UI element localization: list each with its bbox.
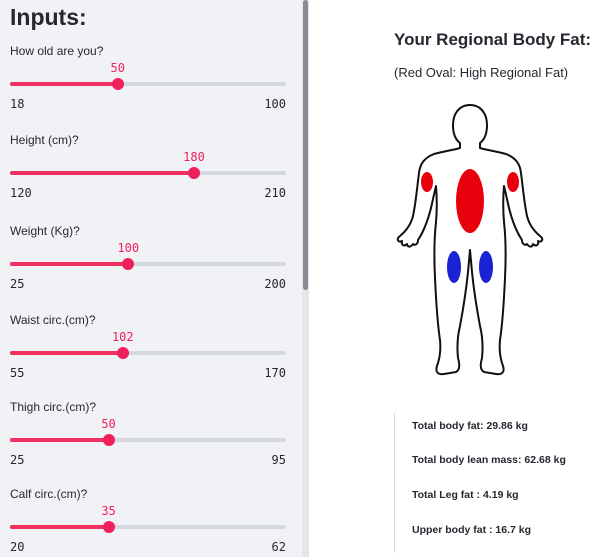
right-thigh-fat-oval [447,251,461,283]
slider-fill [10,351,123,355]
slider-value: 180 [183,150,205,164]
slider-thumb[interactable] [102,434,115,446]
slider-min: 55 [10,366,25,380]
slider-min: 20 [10,540,25,554]
slider-fill [10,82,118,86]
age-slider[interactable]: How old are you? 50 18 100 [10,44,288,124]
sidebar: Inputs: How old are you? 50 18 100 Heigh… [0,0,302,557]
slider-min: 25 [10,453,25,467]
human-body-silhouette-icon [396,104,544,376]
slider-max: 95 [271,453,286,467]
slider-label: Height (cm)? [10,133,79,147]
slider-label: How old are you? [10,44,104,58]
slider-thumb[interactable] [116,347,129,359]
page-title: Your Regional Body Fat: [394,30,592,49]
slider-thumb[interactable] [122,258,135,270]
slider-value: 102 [111,330,134,344]
slider-track[interactable] [10,78,286,90]
slider-track[interactable] [10,167,286,179]
sidebar-scrollbar[interactable] [302,0,309,557]
slider-track[interactable] [10,521,286,533]
slider-fill [10,438,109,442]
slider-value: 35 [101,504,116,518]
slider-thumb[interactable] [102,521,115,533]
slider-label: Waist circ.(cm)? [10,313,96,327]
total-leg-fat: Total Leg fat : 4.19 kg [412,489,519,501]
slider-thumb[interactable] [111,78,124,90]
slider-track[interactable] [10,347,286,359]
upper-body-fat: Upper body fat : 16.7 kg [412,524,532,536]
slider-track[interactable] [10,258,286,270]
left-arm-fat-oval [507,172,519,192]
slider-max: 62 [271,540,286,554]
slider-value: 50 [101,417,116,431]
slider-max: 210 [264,186,286,200]
slider-min: 18 [10,97,25,111]
scrollbar-thumb[interactable] [303,0,308,290]
calf-slider[interactable]: Calf circ.(cm)? 35 20 62 [10,487,288,557]
slider-thumb[interactable] [188,167,200,179]
weight-slider[interactable]: Weight (Kg)? 100 25 200 [10,224,288,304]
slider-min: 120 [10,186,32,200]
slider-label: Calf circ.(cm)? [10,487,88,501]
slider-fill [10,525,109,529]
slider-track[interactable] [10,434,286,446]
right-arm-fat-oval [421,172,433,192]
total-lean-mass: Total body lean mass: 62.68 kg [412,454,566,466]
page-subtitle: (Red Oval: High Regional Fat) [394,65,569,80]
main-panel: Your Regional Body Fat: (Red Oval: High … [310,0,601,557]
slider-fill [10,262,129,266]
slider-max: 200 [264,277,286,291]
trunk-fat-oval [456,169,484,233]
slider-label: Weight (Kg)? [10,224,80,238]
left-thigh-fat-oval [479,251,493,283]
total-body-fat: Total body fat: 29.86 kg [412,420,528,432]
slider-min: 25 [10,277,25,291]
slider-value: 100 [117,241,140,255]
body-outline [396,104,544,376]
height-slider[interactable]: Height (cm)? 180 120 210 [10,133,288,213]
sidebar-title: Inputs: [10,4,87,30]
slider-value: 50 [110,61,125,75]
slider-max: 170 [264,366,286,380]
thigh-slider[interactable]: Thigh circ.(cm)? 50 25 95 [10,400,288,480]
slider-label: Thigh circ.(cm)? [10,400,97,414]
waist-slider[interactable]: Waist circ.(cm)? 102 55 170 [10,313,288,393]
slider-max: 100 [264,97,286,111]
results-panel: Total body fat: 29.86 kg Total body lean… [394,413,594,553]
slider-fill [10,171,194,175]
